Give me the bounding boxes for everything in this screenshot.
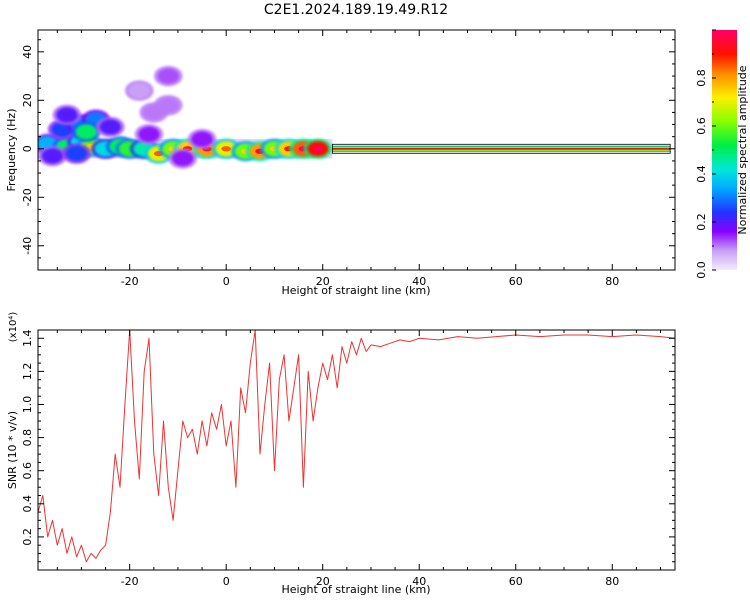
spectral-ridge: [331, 143, 671, 154]
colorbar-tick-label: 0.8: [695, 69, 708, 87]
x-tick-label: 40: [412, 275, 426, 288]
x-tick-label: 60: [509, 575, 523, 588]
y-tick-label: 40: [21, 45, 34, 59]
colorbar-tick-label: 0.0: [695, 261, 708, 279]
spectrogram-y-label: Frequency (Hz): [5, 109, 18, 192]
snr-x-label: Height of straight line (km): [281, 583, 430, 596]
x-tick-label: 20: [316, 575, 330, 588]
y-tick-label: 0.2: [21, 528, 34, 546]
figure-title: C2E1.2024.189.19.49.R12: [264, 2, 448, 18]
spectral-blob: [153, 94, 183, 116]
x-tick-label: -20: [121, 275, 139, 288]
y-tick-label: 1.2: [21, 363, 34, 381]
snr-frame: [37, 329, 676, 571]
spectral-blob: [38, 145, 67, 167]
spectral-blob: [153, 65, 183, 87]
y-tick-label: 0.6: [21, 462, 34, 480]
colorbar-tick-label: 0.6: [695, 117, 708, 135]
snr-y-label: SNR (10 * v/v): [6, 411, 19, 489]
spectrogram-panel: -20 0 20 40 60 80 -40 -20 0 20 40 Height of strai…: [5, 29, 676, 297]
y-tick-label: 0.4: [21, 495, 34, 513]
spectral-blob: [187, 128, 217, 150]
spectral-blob: [134, 124, 164, 145]
colorbar-tick-label: 0.4: [695, 165, 708, 183]
y-tick-label: -40: [21, 237, 34, 255]
snr-plot-area: [38, 330, 675, 563]
spectral-blob: [62, 143, 91, 164]
spectral-blob: [303, 138, 333, 159]
x-tick-label: 20: [316, 275, 330, 288]
x-tick-label: 40: [412, 575, 426, 588]
spectral-blob: [168, 148, 198, 169]
snr-x-axis: -20 0 20 40 60 80: [56, 330, 662, 588]
snr-y-axis: 0.2 0.4 0.6 0.8 1.0 1.2 1.4: [21, 330, 675, 571]
y-tick-label: 1.4: [21, 330, 34, 348]
spectral-blob: [71, 121, 101, 143]
y-tick-label: 1.0: [21, 396, 34, 414]
colorbar: 0.0 0.2 0.4 0.6 0.8 Normalized spectral ampl…: [695, 29, 749, 279]
colorbar-gradient: [712, 30, 737, 270]
x-tick-label: 60: [509, 275, 523, 288]
spectrogram-plot-area: [38, 65, 671, 169]
spectrogram-y-axis: -40 -20 0 20 40: [21, 39, 675, 271]
x-tick-label: 80: [605, 575, 619, 588]
spectral-blob: [96, 116, 125, 138]
y-tick-label: 20: [21, 93, 34, 107]
spectrogram-x-axis: -20 0 20 40 60 80: [56, 30, 662, 288]
spectral-blob: [125, 80, 154, 101]
x-tick-label: 80: [605, 275, 619, 288]
spectrogram-x-label: Height of straight line (km): [281, 284, 430, 297]
colorbar-label: Normalized spectral amplitude: [736, 65, 749, 234]
snr-y-multiplier: (x10⁴): [8, 312, 19, 343]
x-tick-label: 0: [223, 275, 230, 288]
y-tick-label: -20: [21, 188, 34, 206]
x-tick-label: -20: [121, 575, 139, 588]
x-tick-label: 0: [223, 575, 230, 588]
colorbar-ticks: 0.0 0.2 0.4 0.6 0.8: [695, 29, 716, 279]
y-tick-label: 0: [21, 145, 34, 152]
spectral-blob: [52, 104, 82, 126]
snr-panel: -20 0 20 40 60 80 0.2 0.4 0.6 0.8 1.0 1.2 1.4 Heigh…: [6, 312, 676, 596]
colorbar-tick-label: 0.2: [695, 213, 708, 231]
spectrogram-frame: [37, 29, 676, 271]
snr-series-line: [38, 330, 675, 563]
y-tick-label: 0.8: [21, 429, 34, 447]
